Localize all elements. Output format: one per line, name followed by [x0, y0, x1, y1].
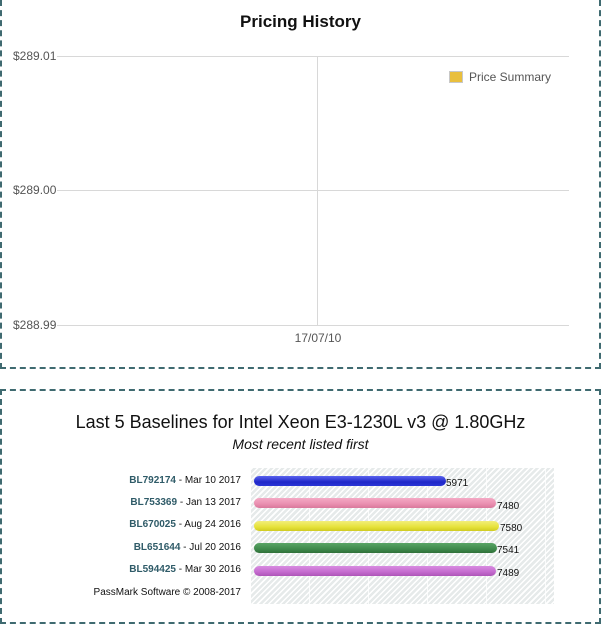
legend-label: Price Summary: [469, 70, 552, 84]
baseline-id-link[interactable]: BL594425: [129, 564, 176, 575]
legend-swatch: [449, 71, 463, 83]
baseline-row-label[interactable]: BL792174 - Mar 10 2017: [129, 475, 241, 486]
baseline-id-link[interactable]: BL753369: [130, 497, 178, 508]
baseline-bar[interactable]: [254, 476, 446, 486]
chart-title: Last 5 Baselines for Intel Xeon E3-1230L…: [75, 412, 526, 432]
baseline-id-link[interactable]: BL670025: [129, 519, 176, 530]
baselines-panel: Last 5 Baselines for Intel Xeon E3-1230L…: [0, 389, 601, 624]
y-tick-label: $289.00: [13, 183, 57, 197]
baseline-bar[interactable]: [254, 566, 496, 576]
baseline-bar[interactable]: [254, 521, 499, 531]
bar-value: 7580: [500, 523, 523, 534]
bar-value: 7480: [497, 501, 520, 512]
baseline-row-label[interactable]: BL670025 - Aug 24 2016: [129, 519, 241, 530]
plot-area: [251, 468, 554, 604]
baseline-id-link[interactable]: BL792174: [129, 475, 176, 486]
x-tick-label: 17/07/10: [294, 331, 342, 345]
bar-value: 5971: [446, 478, 469, 489]
gridline: [57, 190, 569, 191]
baseline-row-label[interactable]: BL753369 - Jan 13 2017: [130, 497, 241, 508]
baseline-id-link[interactable]: BL651644: [133, 542, 181, 553]
chart-title: Pricing History: [240, 12, 361, 31]
y-tick-label: $289.01: [13, 49, 57, 63]
baseline-row-label[interactable]: BL594425 - Mar 30 2016: [129, 564, 241, 575]
chart-subtitle: Most recent listed first: [232, 436, 369, 452]
bar-value: 7541: [497, 545, 520, 556]
baseline-bar[interactable]: [254, 543, 497, 553]
gridline: [57, 325, 569, 326]
bar-value: 7489: [497, 568, 520, 579]
vertical-gridline: [317, 56, 318, 326]
baseline-bar[interactable]: [254, 498, 496, 508]
copyright-label: PassMark Software © 2008-2017: [93, 587, 241, 598]
y-tick-label: $288.99: [13, 318, 57, 332]
gridline: [57, 56, 569, 57]
pricing-history-panel: Pricing History $289.01 $289.00 $288.99 …: [0, 0, 601, 369]
baseline-row-label[interactable]: BL651644 - Jul 20 2016: [133, 542, 241, 553]
legend[interactable]: Price Summary: [449, 70, 551, 84]
